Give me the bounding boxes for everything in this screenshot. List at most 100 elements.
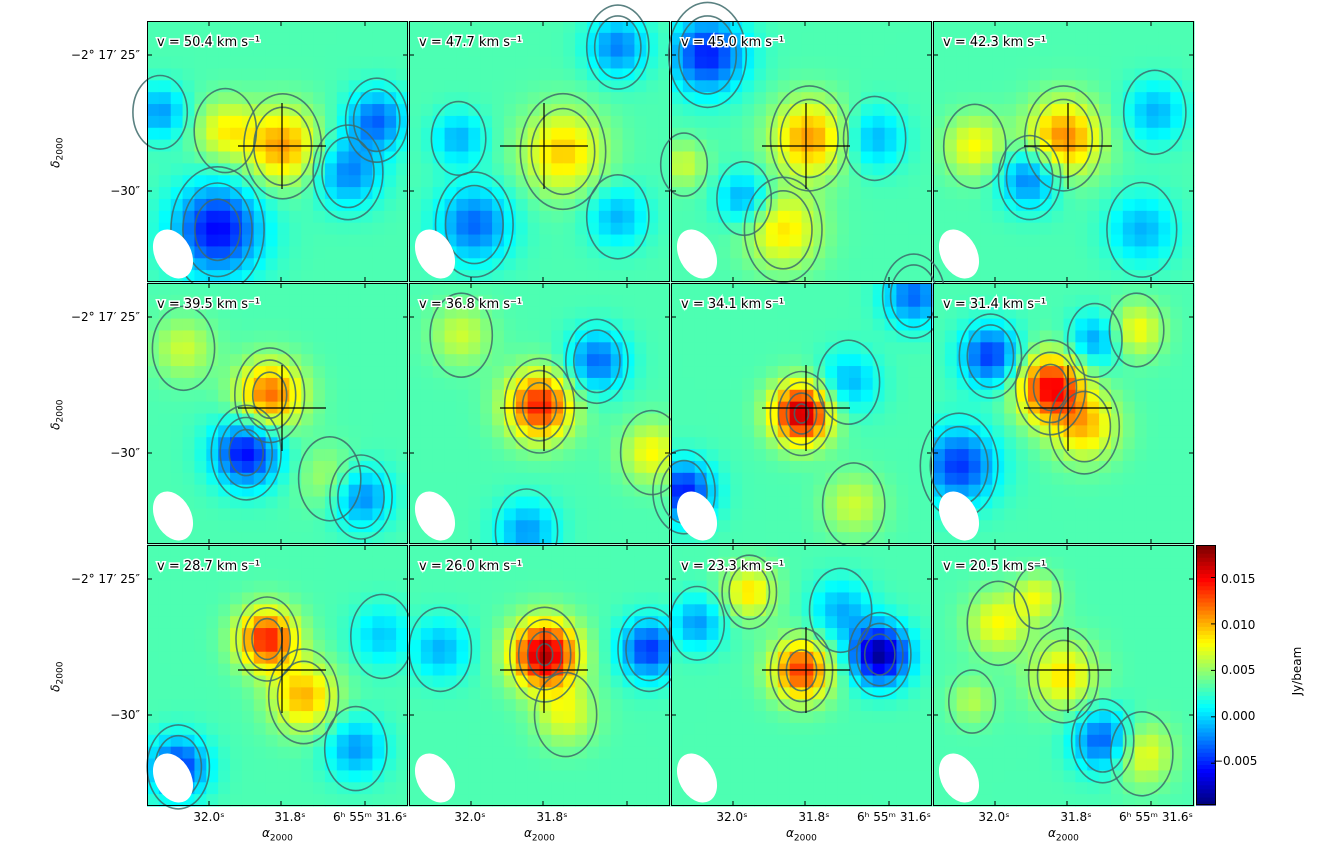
intensity-pixel (539, 484, 552, 498)
intensity-pixel (825, 210, 838, 224)
intensity-pixel (777, 210, 791, 224)
intensity-pixel (539, 80, 552, 93)
intensity-pixel (634, 484, 647, 498)
intensity-pixel (348, 44, 362, 58)
intensity-pixel (551, 80, 564, 93)
intensity-pixel (598, 342, 612, 355)
intensity-pixel (194, 532, 207, 545)
panel-frame (147, 283, 408, 544)
intensity-pixel (324, 80, 338, 93)
intensity-pixel (218, 687, 231, 700)
intensity-pixel (277, 151, 290, 164)
intensity-pixel (682, 389, 696, 403)
intensity-pixel (539, 460, 552, 474)
intensity-pixel (539, 639, 552, 653)
intensity-pixel (622, 484, 636, 498)
intensity-pixel (848, 258, 862, 271)
intensity-pixel (563, 520, 576, 533)
intensity-pixel (360, 758, 374, 772)
intensity-pixel (837, 425, 850, 438)
intensity-pixel (1182, 283, 1195, 296)
intensity-pixel (170, 734, 184, 748)
intensity-pixel (598, 449, 612, 462)
intensity-pixel (933, 80, 946, 93)
intensity-pixel (646, 545, 659, 558)
intensity-pixel (432, 460, 446, 474)
intensity-pixel (313, 628, 326, 641)
intensity-pixel (1170, 68, 1183, 81)
intensity-pixel (634, 222, 647, 236)
intensity-pixel (289, 21, 302, 34)
intensity-pixel (230, 758, 243, 772)
intensity-pixel (396, 210, 409, 224)
intensity-pixel (1122, 222, 1136, 236)
intensity-pixel (253, 258, 267, 271)
intensity-pixel (884, 306, 898, 320)
intensity-pixel (908, 115, 921, 129)
intensity-pixel (492, 151, 505, 164)
intensity-pixel (646, 175, 659, 188)
intensity-pixel (658, 675, 671, 688)
intensity-pixel (551, 210, 564, 224)
contour-line (329, 454, 393, 540)
intensity-pixel (253, 32, 267, 46)
intensity-pixel (1027, 342, 1041, 355)
intensity-pixel (396, 746, 409, 760)
intensity-pixel (1087, 472, 1100, 486)
intensity-pixel (241, 711, 255, 724)
intensity-pixel (742, 163, 755, 176)
intensity-pixel (360, 580, 374, 594)
intensity-pixel (277, 425, 290, 438)
intensity-pixel (241, 306, 255, 320)
intensity-pixel (158, 472, 172, 486)
intensity-pixel (610, 496, 624, 510)
intensity-pixel (1004, 472, 1017, 486)
intensity-pixel (503, 687, 517, 700)
intensity-pixel (896, 425, 909, 438)
intensity-pixel (170, 401, 184, 415)
intensity-pixel (182, 366, 196, 379)
intensity-pixel (539, 175, 552, 188)
intensity-pixel (1039, 270, 1053, 283)
intensity-pixel (933, 163, 946, 176)
intensity-pixel (622, 687, 636, 700)
intensity-pixel (610, 437, 624, 450)
intensity-pixel (289, 545, 302, 558)
panel-frame (409, 21, 670, 282)
intensity-pixel (206, 342, 219, 355)
intensity-pixel (837, 44, 850, 58)
intensity-pixel (515, 532, 529, 545)
intensity-pixel (170, 294, 184, 308)
intensity-pixel (575, 687, 588, 700)
intensity-pixel (265, 318, 279, 332)
intensity-pixel (992, 44, 1005, 58)
intensity-pixel (1110, 187, 1124, 200)
intensity-pixel (230, 246, 243, 259)
intensity-pixel (825, 127, 838, 141)
intensity-pixel (396, 21, 409, 34)
intensity-pixel (646, 163, 659, 176)
intensity-pixel (218, 68, 231, 81)
intensity-pixel (372, 449, 385, 462)
intensity-pixel (610, 127, 624, 141)
intensity-pixel (503, 675, 517, 688)
intensity-pixel (658, 746, 671, 760)
intensity-pixel (372, 127, 385, 141)
intensity-pixel (480, 294, 493, 308)
intensity-pixel (468, 354, 481, 367)
intensity-pixel (1099, 175, 1112, 188)
contour-line (276, 660, 331, 733)
intensity-pixel (396, 651, 409, 665)
intensity-pixel (206, 616, 219, 629)
intensity-pixel (170, 472, 184, 486)
intensity-pixel (265, 639, 279, 653)
intensity-pixel (1146, 187, 1160, 200)
intensity-pixel (1146, 80, 1160, 93)
intensity-pixel (1051, 532, 1065, 545)
velocity-label: v = 28.7 km s⁻¹ (157, 559, 260, 574)
intensity-pixel (527, 92, 541, 105)
intensity-pixel (1027, 413, 1041, 426)
intensity-pixel (551, 484, 564, 498)
intensity-pixel (884, 32, 898, 46)
intensity-pixel (218, 794, 231, 807)
